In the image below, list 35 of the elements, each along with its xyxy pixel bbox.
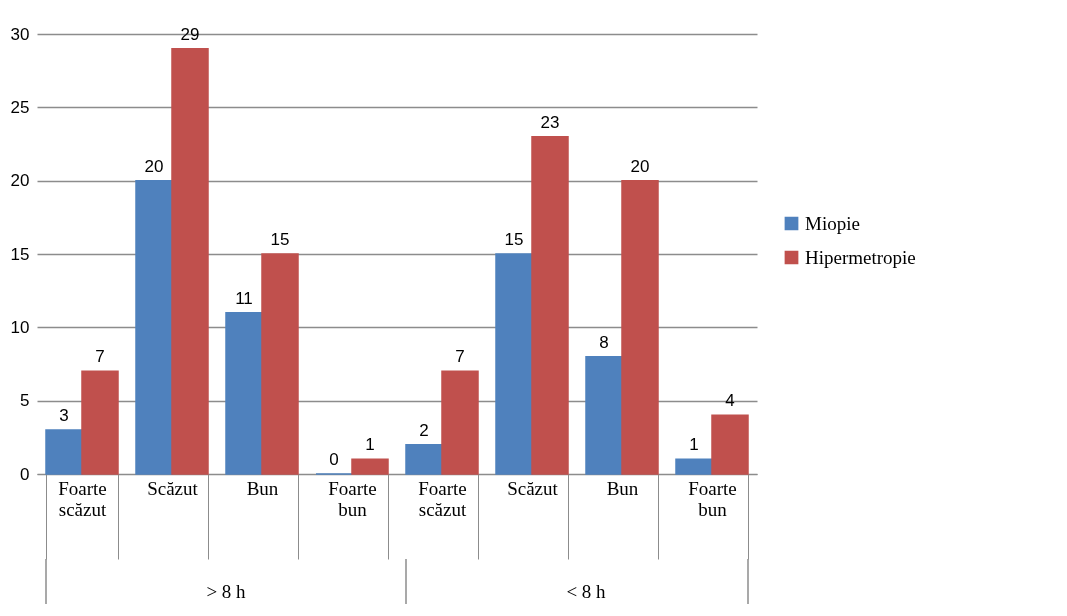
- data-label: 7: [455, 347, 465, 367]
- data-label: 4: [725, 391, 735, 411]
- x-tick-label: Bun: [606, 477, 639, 499]
- x-tick-label: Foarte bun: [688, 477, 737, 520]
- x-tick-label: Foarte scăzut: [58, 477, 107, 520]
- y-tick-label: 25: [10, 97, 30, 117]
- text: < 8 h: [566, 581, 607, 602]
- y-tick-label: 30: [10, 24, 30, 44]
- y-tick-label: 15: [10, 244, 30, 264]
- data-label: 1: [689, 435, 699, 455]
- x-tick-label: Scăzut: [507, 477, 559, 499]
- legend-label: Hipermetropie: [805, 246, 916, 268]
- data-label: 0: [329, 450, 339, 469]
- y-tick-label: 0: [20, 464, 30, 484]
- legend-label: Miopie: [805, 212, 860, 234]
- x-tick-label: Bun: [246, 477, 279, 499]
- x-tick-label: Scăzut: [147, 477, 199, 499]
- data-label: 15: [504, 230, 524, 249]
- y-tick-label: 10: [10, 317, 30, 337]
- data-label: 1: [365, 435, 375, 455]
- data-label: 11: [235, 288, 253, 308]
- data-label: 20: [630, 156, 650, 176]
- data-label: 7: [95, 347, 105, 367]
- data-label: 8: [599, 332, 609, 352]
- x-tick-label: Foarte scăzut: [418, 477, 467, 520]
- text: > 8 h: [206, 581, 247, 602]
- data-label: 29: [180, 24, 200, 44]
- data-label: 3: [59, 406, 69, 425]
- data-label: 15: [270, 230, 290, 249]
- y-tick-label: 5: [20, 391, 30, 411]
- data-label: 20: [144, 156, 164, 176]
- data-label: 23: [540, 112, 560, 132]
- x-tick-label: Foarte bun: [328, 477, 377, 520]
- data-label: 2: [419, 420, 429, 440]
- y-tick-label: 20: [10, 171, 30, 191]
